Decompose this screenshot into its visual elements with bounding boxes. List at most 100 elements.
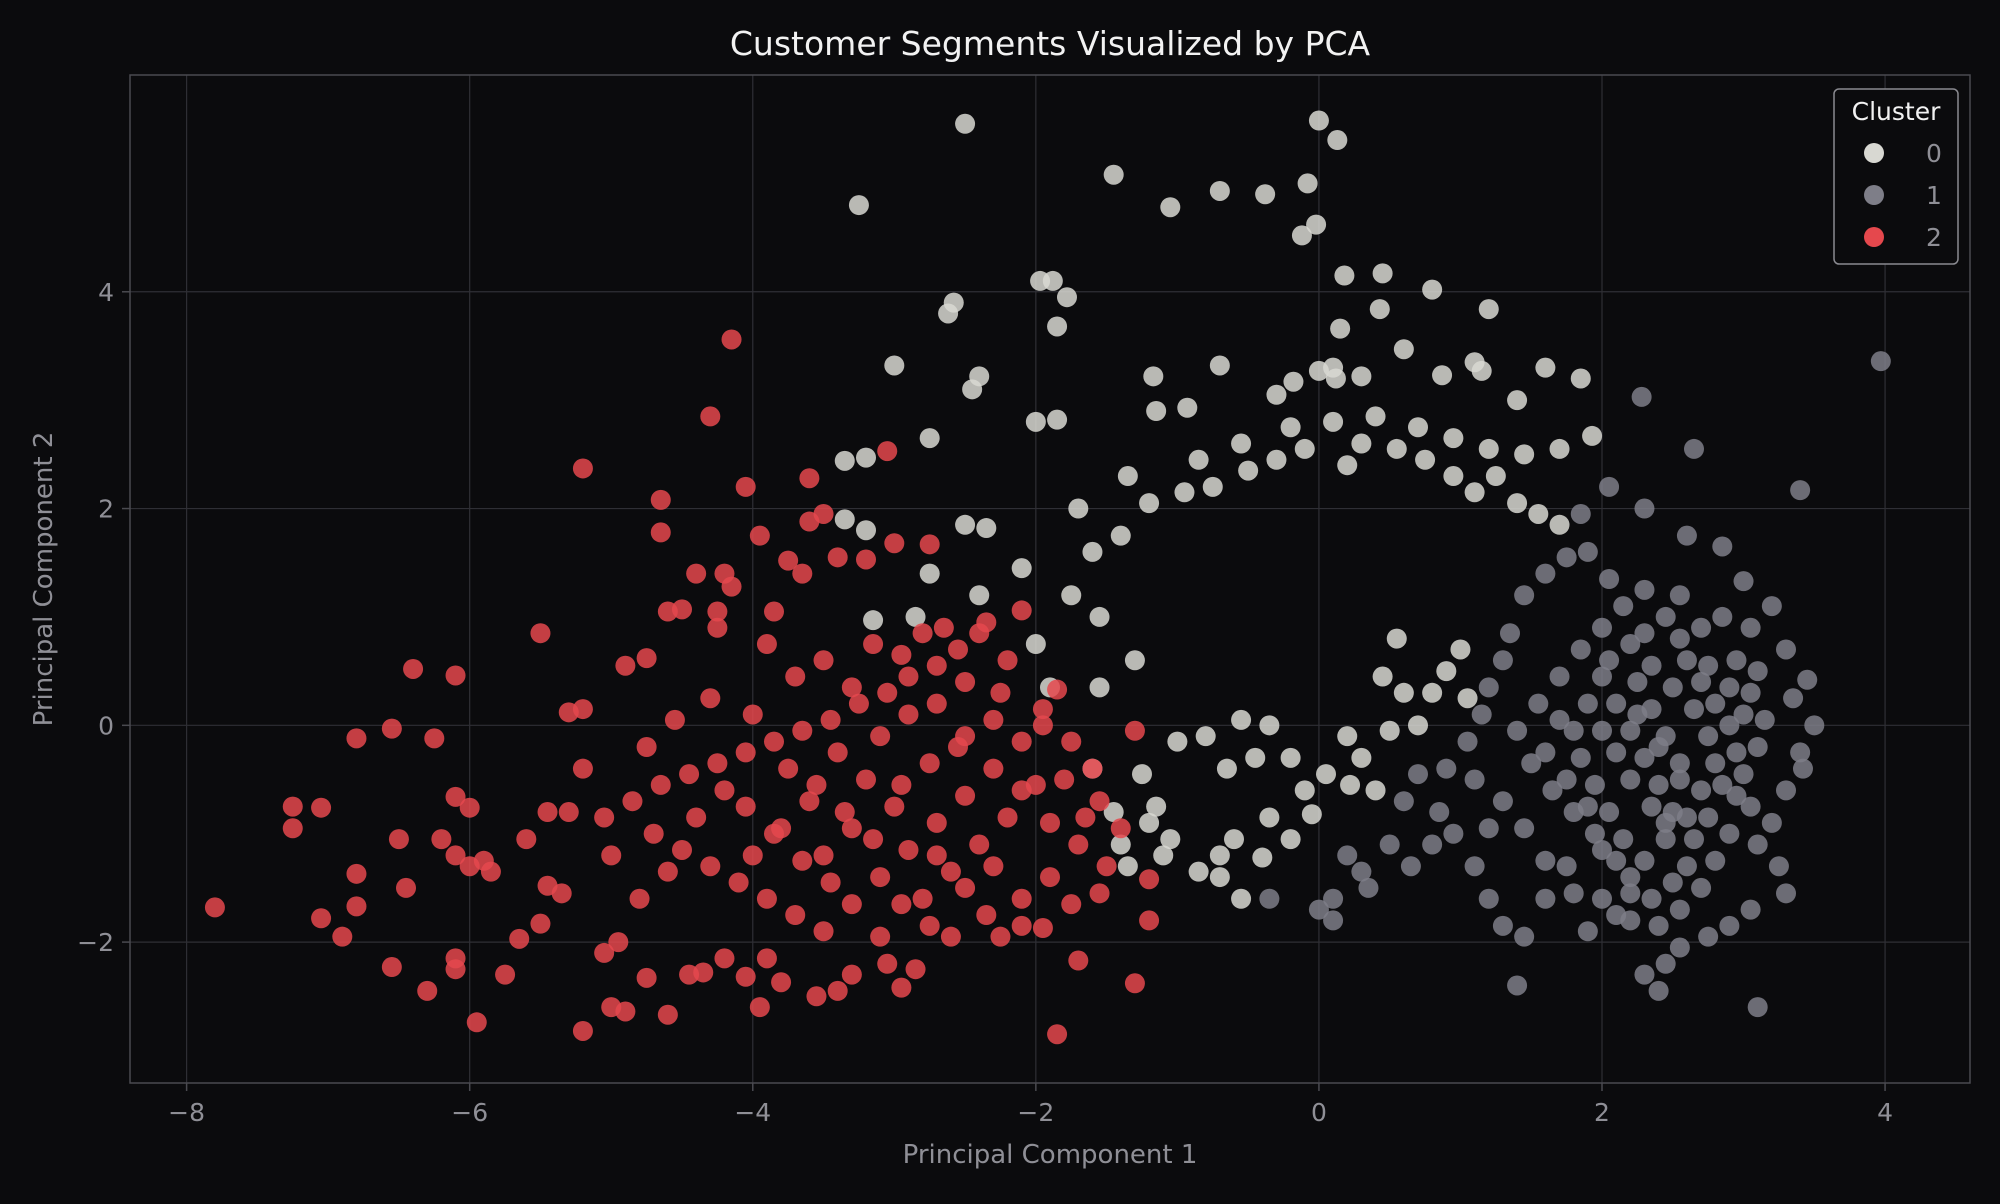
- data-point-cluster-1: [1627, 671, 1648, 692]
- data-point-cluster-1: [1620, 634, 1641, 655]
- data-point-cluster-2: [813, 650, 834, 671]
- data-point-cluster-2: [820, 709, 841, 730]
- data-point-cluster-2: [735, 476, 756, 497]
- data-point-cluster-1: [1620, 769, 1641, 790]
- data-point-cluster-2: [870, 726, 891, 747]
- data-point-cluster-2: [997, 650, 1018, 671]
- data-point-cluster-1: [1507, 720, 1528, 741]
- data-point-cluster-0: [1464, 482, 1485, 503]
- data-point-cluster-0: [1443, 466, 1464, 487]
- data-point-cluster-1: [1471, 704, 1492, 725]
- data-point-cluster-2: [933, 617, 954, 638]
- data-point-cluster-0: [1160, 197, 1181, 218]
- x-tick-label: −6: [451, 1098, 488, 1127]
- data-point-cluster-2: [657, 861, 678, 882]
- data-point-cluster-1: [1740, 617, 1761, 638]
- data-point-cluster-2: [742, 704, 763, 725]
- data-point-cluster-2: [396, 877, 416, 898]
- data-point-cluster-1: [1776, 883, 1796, 904]
- data-point-cluster-2: [551, 883, 572, 904]
- data-point-cluster-1: [1514, 585, 1535, 606]
- data-point-cluster-2: [806, 986, 827, 1007]
- data-point-cluster-1: [1792, 758, 1813, 779]
- data-point-cluster-2: [799, 511, 820, 532]
- data-point-cluster-1: [1259, 888, 1280, 909]
- data-point-cluster-0: [1283, 371, 1304, 392]
- data-point-cluster-0: [1582, 425, 1603, 446]
- data-point-cluster-2: [983, 856, 1004, 877]
- data-point-cluster-1: [1478, 677, 1499, 698]
- data-point-cluster-2: [948, 639, 968, 660]
- y-tick-label: 2: [98, 495, 114, 524]
- data-point-cluster-2: [785, 905, 806, 925]
- data-point-cluster-0: [1432, 365, 1453, 386]
- data-point-cluster-0: [1266, 384, 1287, 405]
- data-point-cluster-0: [1386, 438, 1407, 459]
- data-point-cluster-2: [856, 769, 876, 790]
- data-point-cluster-1: [1634, 964, 1655, 985]
- data-point-cluster-2: [686, 807, 707, 828]
- data-point-cluster-0: [1535, 357, 1556, 378]
- data-point-cluster-1: [1528, 693, 1549, 714]
- data-point-cluster-0: [1117, 466, 1138, 487]
- data-point-cluster-2: [976, 905, 997, 925]
- data-point-cluster-0: [1252, 847, 1273, 868]
- data-point-cluster-1: [1684, 438, 1704, 459]
- data-point-cluster-1: [1726, 650, 1747, 671]
- plot-frame: [129, 74, 1971, 1084]
- data-point-cluster-1: [1323, 910, 1344, 931]
- x-tick-label: 2: [1594, 1098, 1610, 1127]
- data-point-cluster-2: [735, 796, 756, 817]
- data-point-cluster-0: [1549, 438, 1570, 459]
- data-point-cluster-1: [1676, 650, 1697, 671]
- legend-label-cluster-0: 0: [1926, 139, 1942, 168]
- data-point-cluster-2: [594, 942, 615, 963]
- data-point-cluster-0: [1485, 466, 1506, 487]
- data-point-cluster-1: [1790, 480, 1811, 501]
- axis-ticks: −8 −6 −4 −2 0 2 4 −2 0 2 4: [77, 278, 1893, 1127]
- data-point-cluster-0: [1297, 173, 1318, 194]
- data-point-cluster-1: [1606, 693, 1627, 714]
- data-point-cluster-2: [636, 648, 657, 669]
- y-tick-label: 4: [98, 278, 114, 307]
- data-point-cluster-0: [1294, 780, 1315, 801]
- data-point-cluster-0: [1379, 720, 1400, 741]
- data-point-cluster-1: [1584, 823, 1605, 844]
- data-point-cluster-1: [1870, 351, 1891, 372]
- data-point-cluster-1: [1478, 888, 1499, 909]
- data-point-cluster-2: [926, 812, 947, 833]
- data-point-cluster-0: [1056, 287, 1077, 308]
- data-point-cluster-1: [1620, 720, 1641, 741]
- data-point-cluster-1: [1733, 571, 1754, 592]
- data-point-cluster-0: [1231, 709, 1252, 730]
- data-point-cluster-0: [848, 195, 869, 216]
- data-point-cluster-2: [940, 861, 961, 882]
- data-point-cluster-1: [1627, 704, 1648, 725]
- data-point-cluster-1: [1634, 747, 1655, 768]
- data-point-cluster-1: [1691, 671, 1712, 692]
- data-point-cluster-0: [1068, 498, 1089, 519]
- data-point-cluster-2: [693, 962, 714, 983]
- data-point-cluster-2: [516, 829, 537, 850]
- data-point-cluster-1: [1599, 476, 1620, 497]
- data-point-cluster-2: [926, 655, 947, 676]
- data-point-cluster-0: [919, 563, 940, 584]
- data-point-cluster-1: [1492, 791, 1513, 812]
- data-point-cluster-1: [1478, 818, 1499, 839]
- data-point-cluster-2: [480, 861, 501, 882]
- data-point-cluster-2: [749, 525, 770, 546]
- data-point-cluster-1: [1464, 769, 1485, 790]
- data-point-cluster-1: [1691, 877, 1712, 898]
- data-point-cluster-1: [1669, 585, 1690, 606]
- data-point-cluster-1: [1556, 769, 1577, 790]
- data-point-cluster-2: [792, 720, 813, 741]
- data-point-cluster-2: [926, 693, 947, 714]
- data-point-cluster-1: [1691, 617, 1712, 638]
- data-point-cluster-1: [1457, 731, 1478, 752]
- data-point-cluster-0: [1139, 493, 1160, 514]
- data-point-cluster-1: [1542, 780, 1563, 801]
- data-point-cluster-2: [664, 709, 685, 730]
- data-point-cluster-2: [1011, 780, 1032, 801]
- data-point-cluster-1: [1684, 699, 1704, 720]
